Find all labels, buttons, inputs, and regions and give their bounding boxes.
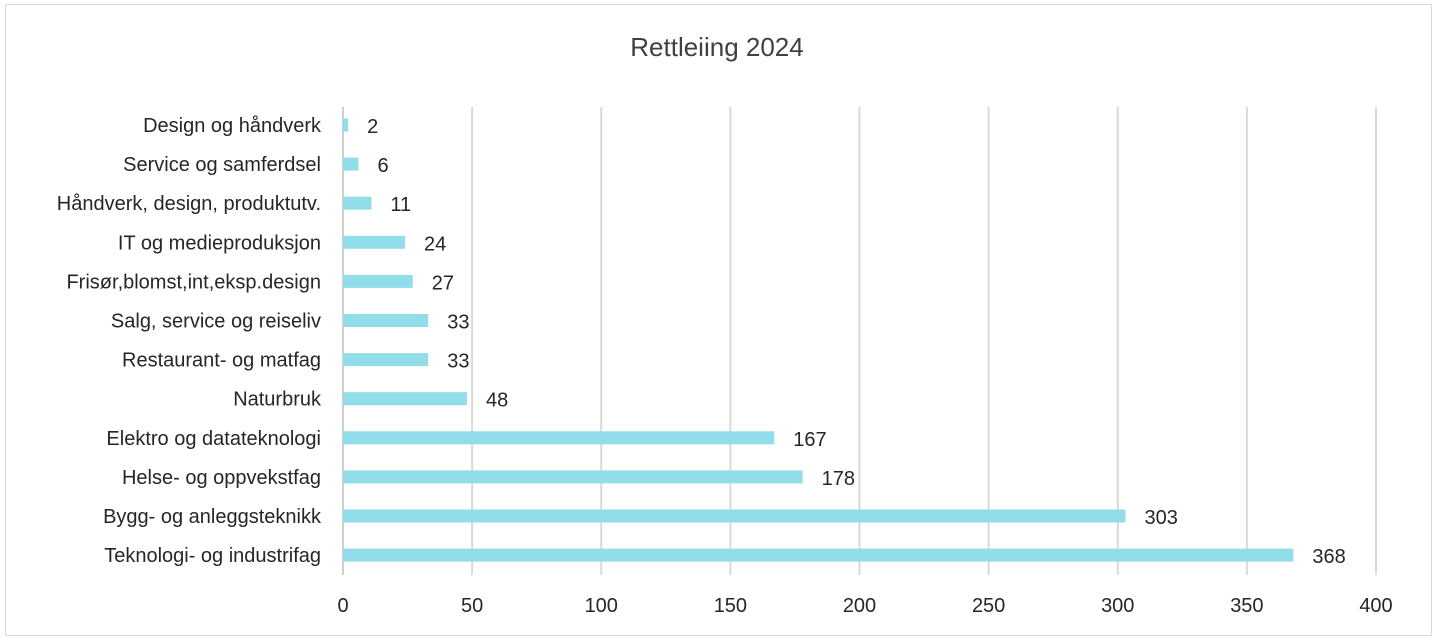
data-labels: 2 611 24 27 33 33 48 167 178 303 368 (367, 116, 1346, 568)
x-tick-label: 250 (972, 595, 1005, 617)
category-label: Teknologi- og industrifag (104, 545, 321, 567)
data-label: 48 (486, 390, 508, 412)
data-label: 33 (447, 351, 469, 373)
category-labels: Design og håndverk Service og samferdsel H… (57, 115, 322, 567)
category-label: Håndverk, design, produktutv. (57, 193, 321, 215)
bar (343, 431, 775, 445)
chart-title: Rettleiing 2024 (630, 32, 803, 62)
x-tick-label: 150 (714, 595, 747, 617)
x-tick-label: 0 (337, 595, 348, 617)
bar (343, 274, 413, 288)
bar (343, 470, 803, 484)
bar (343, 118, 349, 132)
bar (343, 353, 429, 367)
category-label: Service og samferdsel (123, 154, 321, 176)
x-tick-label: 350 (1230, 595, 1263, 617)
x-tick-label: 100 (585, 595, 618, 617)
x-axis-tick-labels: 0 50 100 150 200 250 300 350 400 (337, 595, 1392, 617)
bar (343, 314, 429, 327)
bar (343, 196, 372, 210)
category-label: Restaurant- og matfag (122, 350, 321, 372)
bars (343, 118, 1294, 562)
data-label: 178 (822, 468, 855, 490)
x-tick-label: 300 (1101, 595, 1134, 617)
data-label: 11 (390, 194, 411, 216)
category-label: Frisør,blomst,int,eksp.design (66, 271, 321, 293)
category-label: Design og håndverk (143, 115, 322, 137)
bar (343, 157, 359, 171)
bar (343, 392, 467, 406)
category-label: Naturbruk (233, 389, 322, 411)
category-label: Salg, service og reiseliv (111, 311, 321, 333)
category-label: Bygg- og anleggsteknikk (103, 506, 322, 528)
category-label: Elektro og datateknologi (106, 428, 321, 450)
data-label: 2 (367, 116, 378, 138)
data-label: 27 (432, 272, 454, 294)
x-tick-label: 200 (843, 595, 876, 617)
bar-chart: Rettleiing 2024 Design og håndverk Servic… (57, 32, 1393, 617)
bar (343, 235, 405, 249)
bar (343, 509, 1126, 523)
data-label: 6 (377, 155, 388, 177)
chart-frame: Rettleiing 2024 Design og håndverk Servic… (5, 4, 1432, 636)
gridlines (342, 107, 1377, 575)
bar (343, 548, 1294, 562)
category-label: IT og medieproduksjon (118, 232, 321, 254)
data-label: 33 (447, 312, 469, 334)
data-label: 167 (793, 429, 826, 451)
x-tick-label: 50 (461, 595, 483, 617)
data-label: 303 (1144, 507, 1177, 529)
category-label: Helse- og oppvekstfag (122, 467, 321, 489)
x-tick-label: 400 (1359, 595, 1392, 617)
data-label: 24 (424, 233, 446, 255)
data-label: 368 (1312, 546, 1345, 568)
